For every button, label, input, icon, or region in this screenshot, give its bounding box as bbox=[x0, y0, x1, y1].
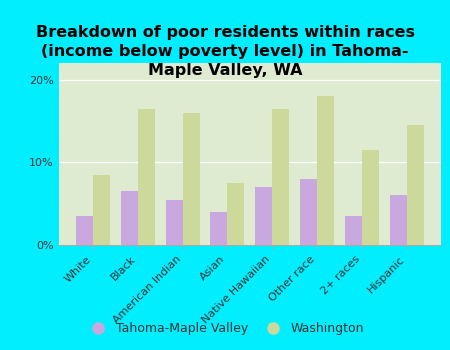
Bar bbox=[300, 179, 317, 245]
Bar bbox=[166, 199, 183, 245]
Bar bbox=[76, 216, 93, 245]
Text: Breakdown of poor residents within races
(income below poverty level) in Tahoma-: Breakdown of poor residents within races… bbox=[36, 25, 414, 78]
Bar bbox=[121, 191, 138, 245]
Legend: Tahoma-Maple Valley, Washington: Tahoma-Maple Valley, Washington bbox=[81, 317, 369, 340]
Bar bbox=[138, 108, 155, 245]
Bar bbox=[183, 113, 199, 245]
Bar bbox=[272, 108, 289, 245]
Bar bbox=[255, 187, 272, 245]
Bar bbox=[390, 195, 407, 245]
Bar bbox=[227, 183, 244, 245]
Bar bbox=[407, 125, 423, 245]
Bar bbox=[317, 96, 334, 245]
Bar bbox=[93, 175, 110, 245]
Bar bbox=[345, 216, 362, 245]
Bar bbox=[210, 212, 227, 245]
Bar bbox=[362, 150, 379, 245]
